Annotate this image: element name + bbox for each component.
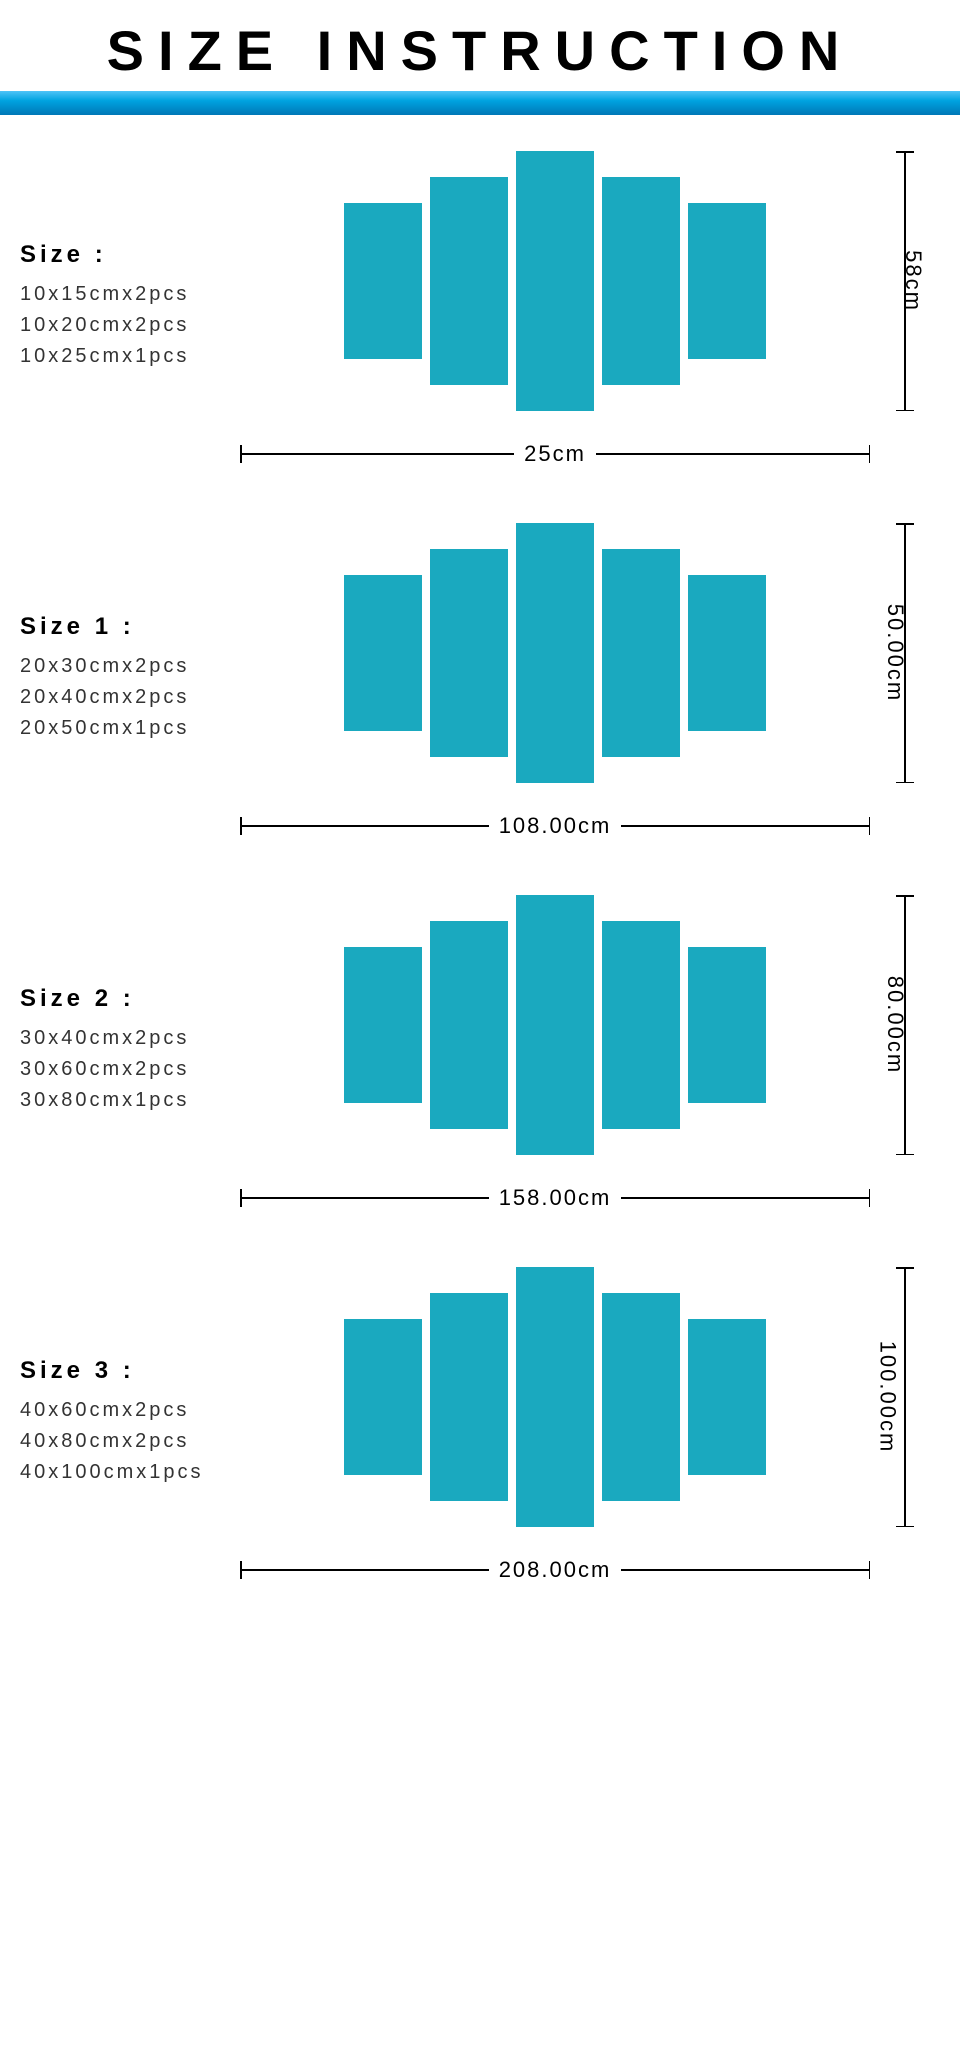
canvas-panel (688, 947, 766, 1103)
height-dimension-label: 100.00cm (875, 1341, 901, 1454)
dim-cap (896, 782, 914, 784)
canvas-panel (602, 1293, 680, 1501)
size-label-column: Size 3 : 40x60cmx2pcs 40x80cmx2pcs 40x100cm… (20, 1267, 240, 1583)
width-dimension-label: 108.00cm (489, 813, 622, 839)
canvas-panel (602, 177, 680, 385)
diagram-column: 100.00cm 208.00cm (240, 1267, 940, 1583)
size-block: Size : 10x15cmx2pcs 10x20cmx2pcs 10x25cmx1p… (0, 115, 960, 487)
dim-cap (896, 1154, 914, 1156)
dim-inner: 158.00cm (240, 1185, 870, 1211)
width-dimension: 108.00cm (240, 813, 940, 839)
dim-inner: 25cm (240, 441, 870, 467)
dim-cap (869, 817, 871, 835)
panel-group (240, 151, 870, 411)
width-dimension-label: 158.00cm (489, 1185, 622, 1211)
size-block: Size 2 : 30x40cmx2pcs 30x60cmx2pcs 30x80cmx… (0, 859, 960, 1231)
dim-line (242, 1569, 489, 1571)
panels-with-height-dim: 100.00cm (240, 1267, 940, 1527)
height-dimension: 80.00cm (870, 895, 940, 1155)
canvas-panel (516, 1267, 594, 1527)
size-spec-line: 30x40cmx2pcs (20, 1027, 240, 1050)
size-spec-line: 30x60cmx2pcs (20, 1058, 240, 1081)
size-label-column: Size 2 : 30x40cmx2pcs 30x60cmx2pcs 30x80cmx… (20, 895, 240, 1211)
panel-group (240, 523, 870, 783)
dim-cap (869, 445, 871, 463)
canvas-panel (344, 947, 422, 1103)
size-block: Size 3 : 40x60cmx2pcs 40x80cmx2pcs 40x100cm… (0, 1231, 960, 1603)
diagram-column: 80.00cm 158.00cm (240, 895, 940, 1211)
panel-group (240, 1267, 870, 1527)
size-label-column: Size 1 : 20x30cmx2pcs 20x40cmx2pcs 20x50cmx… (20, 523, 240, 839)
size-block: Size 1 : 20x30cmx2pcs 20x40cmx2pcs 20x50cmx… (0, 487, 960, 859)
size-label-title: Size 1 : (20, 613, 240, 641)
size-label-title: Size 2 : (20, 985, 240, 1013)
size-spec-line: 10x15cmx2pcs (20, 283, 240, 306)
dim-cap (869, 1561, 871, 1579)
diagram-column: 58cm 25cm (240, 151, 940, 467)
size-spec-line: 20x30cmx2pcs (20, 655, 240, 678)
height-dimension-label: 80.00cm (882, 976, 908, 1074)
size-label-column: Size : 10x15cmx2pcs 10x20cmx2pcs 10x25cmx1p… (20, 151, 240, 467)
canvas-panel (516, 895, 594, 1155)
canvas-panel (602, 549, 680, 757)
dim-cap (896, 1526, 914, 1528)
width-dimension: 208.00cm (240, 1557, 940, 1583)
canvas-panel (430, 1293, 508, 1501)
height-dimension-label: 50.00cm (882, 604, 908, 702)
canvas-panel (688, 203, 766, 359)
dim-cap (896, 410, 914, 412)
size-spec-line: 30x80cmx1pcs (20, 1089, 240, 1112)
panels-with-height-dim: 58cm (240, 151, 940, 411)
size-label-title: Size 3 : (20, 1357, 240, 1385)
width-dimension-label: 25cm (514, 441, 596, 467)
dim-line (242, 1197, 489, 1199)
canvas-panel (516, 523, 594, 783)
dim-inner: 208.00cm (240, 1557, 870, 1583)
size-spec-line: 40x100cmx1pcs (20, 1461, 240, 1484)
dim-cap (869, 1189, 871, 1207)
header-accent-bar (0, 91, 960, 115)
panel-group (240, 895, 870, 1155)
dim-line (242, 453, 515, 455)
canvas-panel (430, 177, 508, 385)
canvas-panel (602, 921, 680, 1129)
size-spec-line: 40x60cmx2pcs (20, 1399, 240, 1422)
size-spec-line: 20x50cmx1pcs (20, 717, 240, 740)
dim-line (242, 825, 489, 827)
dim-line (621, 825, 868, 827)
canvas-panel (430, 921, 508, 1129)
panels-with-height-dim: 50.00cm (240, 523, 940, 783)
canvas-panel (344, 1319, 422, 1475)
size-spec-line: 40x80cmx2pcs (20, 1430, 240, 1453)
canvas-panel (430, 549, 508, 757)
canvas-panel (516, 151, 594, 411)
dim-line (621, 1569, 868, 1571)
canvas-panel (344, 203, 422, 359)
dim-line (596, 453, 869, 455)
canvas-panel (344, 575, 422, 731)
header: SIZE INSTRUCTION (0, 0, 960, 115)
size-spec-line: 20x40cmx2pcs (20, 686, 240, 709)
width-dimension-label: 208.00cm (489, 1557, 622, 1583)
height-dimension: 100.00cm (870, 1267, 940, 1527)
page-title: SIZE INSTRUCTION (0, 0, 960, 91)
canvas-panel (688, 575, 766, 731)
height-dimension-label: 58cm (900, 250, 926, 312)
height-dimension: 58cm (870, 151, 940, 411)
width-dimension: 158.00cm (240, 1185, 940, 1211)
canvas-panel (688, 1319, 766, 1475)
size-spec-line: 10x25cmx1pcs (20, 345, 240, 368)
dim-line (621, 1197, 868, 1199)
diagram-column: 50.00cm 108.00cm (240, 523, 940, 839)
dim-line (904, 1269, 906, 1526)
size-spec-line: 10x20cmx2pcs (20, 314, 240, 337)
panels-with-height-dim: 80.00cm (240, 895, 940, 1155)
dim-inner: 108.00cm (240, 813, 870, 839)
size-label-title: Size : (20, 241, 240, 269)
width-dimension: 25cm (240, 441, 940, 467)
height-dimension: 50.00cm (870, 523, 940, 783)
